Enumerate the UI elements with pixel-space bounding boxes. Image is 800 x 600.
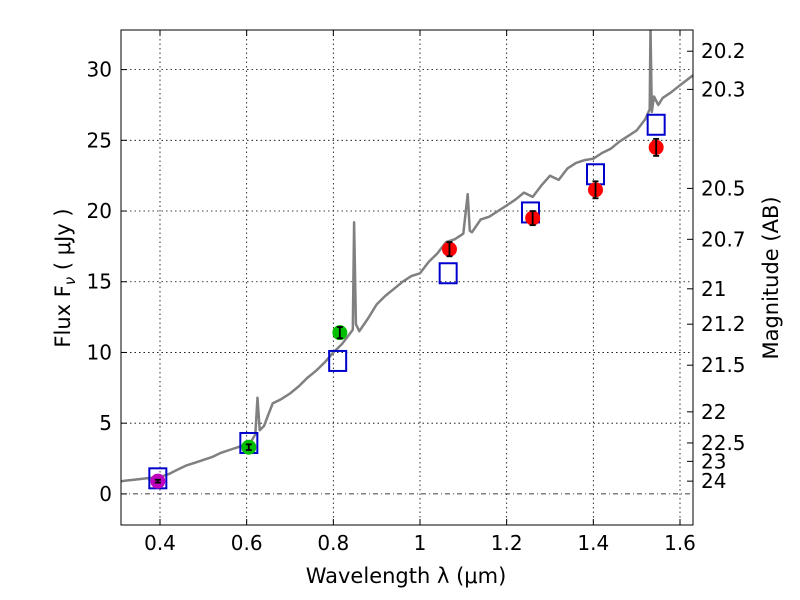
spectrum-line xyxy=(121,30,693,483)
x-tick-label: 0.4 xyxy=(144,531,176,555)
plot-area xyxy=(121,30,693,490)
y-tick-label: 25 xyxy=(87,128,112,152)
ticks: 0.4 0.6 0.8 1 1.2 1.4 1.6 0 5 10 15 20 25 30 20.2 20.3 2… xyxy=(87,30,746,555)
y-tick-label: 15 xyxy=(87,270,112,294)
error-bar xyxy=(592,180,599,200)
x-tick-label: 1.6 xyxy=(664,531,696,555)
svg-text:Magnitude (AB): Magnitude (AB) xyxy=(759,196,783,359)
axes-frame xyxy=(120,29,694,526)
right-tick-label: 24 xyxy=(701,469,726,493)
model-box xyxy=(646,113,666,136)
x-tick-label: 0.6 xyxy=(231,531,263,555)
right-tick-label: 22 xyxy=(701,400,726,424)
error-bar xyxy=(653,137,660,157)
right-tick-label: 23 xyxy=(701,449,726,473)
right-tick-label: 20.3 xyxy=(701,77,746,101)
right-tick-label: 20.7 xyxy=(701,227,746,251)
model-box xyxy=(328,349,348,372)
grid xyxy=(121,30,693,525)
x-axis-label: Wavelength λ (μm) xyxy=(306,564,507,588)
x-tick-label: 1 xyxy=(414,531,427,555)
y-axis-label: Flux Fν ( μJy ) xyxy=(51,208,79,347)
right-tick-label: 20.2 xyxy=(701,39,746,63)
y-tick-label: 20 xyxy=(87,199,112,223)
y-tick-label: 5 xyxy=(99,411,112,435)
right-tick-label: 20.5 xyxy=(701,176,746,200)
error-bar xyxy=(446,241,453,258)
y-axis-label-main: Flux F xyxy=(51,285,75,347)
right-axis-label: Magnitude (AB) xyxy=(759,196,783,359)
x-tick-label: 0.8 xyxy=(317,531,349,555)
x-tick-label: 1.2 xyxy=(491,531,523,555)
right-tick-label: 21.2 xyxy=(701,312,746,336)
error-bar xyxy=(154,478,161,484)
right-tick-label: 21 xyxy=(701,277,726,301)
error-bar xyxy=(245,443,252,451)
y-tick-label: 10 xyxy=(87,340,112,364)
right-tick-label: 21.5 xyxy=(701,353,746,377)
right-tick-label: 22.5 xyxy=(701,431,746,455)
y-tick-label: 30 xyxy=(87,58,112,82)
x-tick-label: 1.4 xyxy=(577,531,609,555)
model-box xyxy=(438,262,458,285)
error-bar xyxy=(336,326,343,340)
y-tick-label: 0 xyxy=(99,482,112,506)
y-axis-label-units: ( μJy ) xyxy=(51,208,75,276)
y-axis-label-subscript: ν xyxy=(61,277,79,285)
error-bar xyxy=(529,210,536,227)
svg-text:Flux Fν ( μJy ): Flux Fν ( μJy ) xyxy=(51,208,79,347)
